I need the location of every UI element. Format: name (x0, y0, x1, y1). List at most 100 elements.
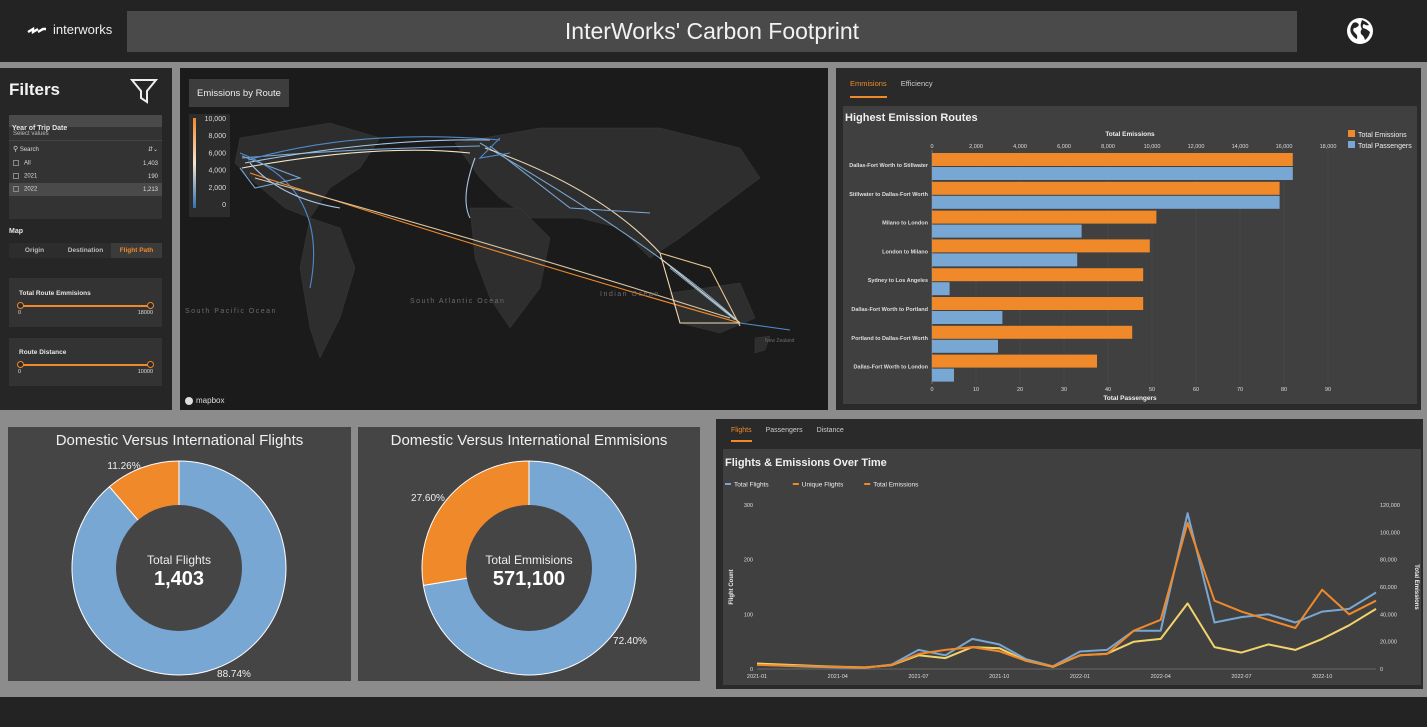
category-label: Sydney to Los Angeles (868, 278, 928, 284)
tab-emissions[interactable]: Emmisions (850, 79, 887, 98)
legend-label: Total Flights (734, 482, 769, 489)
line-chart[interactable]: Flights & Emissions Over Time Total Fligh… (723, 449, 1421, 685)
tab-distance[interactable]: Distance (816, 427, 844, 434)
globe-icon[interactable] (1345, 16, 1375, 46)
year-filter: Year of Trip Date Select values ⚲ Search… (9, 115, 162, 219)
x-axis-tick: 2021-07 (908, 674, 928, 680)
page-title-bar: InterWorks' Carbon Footprint (127, 11, 1297, 52)
bar-tabs: Emmisions Efficiency (850, 79, 933, 98)
top-axis-tick: 18,000 (1320, 144, 1337, 150)
slider-max-value: 18000 (137, 310, 153, 316)
bottom-axis-tick: 40 (1105, 387, 1111, 393)
mapbox-icon (185, 396, 193, 405)
slice-label: 72.40% (613, 636, 647, 647)
year-option-2021[interactable]: 2021 190 (9, 170, 162, 183)
slider-handle-min[interactable] (17, 302, 24, 309)
bar-total-passengers (932, 195, 1280, 209)
map-title: Emissions by Route (189, 79, 289, 107)
year-option-2022[interactable]: 2022 1,213 (9, 183, 162, 196)
year-filter-label: Year of Trip Date (12, 125, 68, 132)
tab-passengers[interactable]: Passengers (765, 427, 803, 434)
donut-hole (466, 505, 592, 631)
map-label: South Pacific Ocean (185, 308, 277, 315)
sort-icon[interactable]: ⇵⌄ (147, 146, 158, 153)
logo-text: interworks (53, 22, 113, 37)
logo[interactable]: interworks (27, 22, 112, 37)
top-axis-tick: 6,000 (1057, 144, 1071, 150)
route-map[interactable]: South Pacific Ocean South Atlantic Ocean… (180, 68, 828, 410)
legend-tick-label: 10,000 (205, 116, 227, 123)
bottom-axis-tick: 50 (1149, 387, 1155, 393)
bottom-axis-tick: 70 (1237, 387, 1243, 393)
slider-handle-max[interactable] (147, 361, 154, 368)
y-right-tick: 100,000 (1380, 530, 1400, 536)
mapbox-attribution[interactable]: mapbox (185, 396, 224, 405)
route-emissions-label: Total Route Emmisions (19, 290, 91, 297)
map-mode-origin[interactable]: Origin (9, 243, 60, 258)
y-right-tick: 120,000 (1380, 503, 1400, 509)
legend-tick-label: 6,000 (208, 150, 226, 157)
donut-center-label: Total Flights (147, 553, 211, 567)
top-axis-tick: 10,000 (1144, 144, 1161, 150)
top-axis-tick: 16,000 (1276, 144, 1293, 150)
y-right-tick: 60,000 (1380, 585, 1397, 591)
chart-title: Highest Emission Routes (845, 112, 978, 124)
checkbox[interactable] (13, 173, 19, 180)
checkbox[interactable] (13, 186, 19, 193)
tab-flights[interactable]: Flights (731, 427, 752, 442)
legend-label: Unique Flights (802, 482, 844, 489)
x-axis-tick: 2022-10 (1312, 674, 1332, 680)
slice-label: 88.74% (217, 669, 251, 680)
year-search-input[interactable]: ⚲ Search ⇵⌄ (13, 146, 158, 153)
category-label: Stillwater to Dallas-Fort Worth (849, 192, 928, 198)
filters-panel: Filters Year of Trip Date Select values … (0, 68, 172, 410)
bottom-axis-tick: 20 (1017, 387, 1023, 393)
slider-handle-min[interactable] (17, 361, 24, 368)
emission-routes-panel: Emmisions Efficiency Highest Emission Ro… (836, 68, 1421, 410)
route-emissions-slider[interactable] (17, 302, 154, 309)
bar-chart-area: Highest Emission Routes Total Emissions To… (843, 106, 1417, 404)
tab-efficiency[interactable]: Efficiency (900, 79, 933, 88)
bar-total-emissions (932, 210, 1157, 224)
bar-total-emissions (932, 354, 1097, 368)
series-line (756, 521, 1377, 669)
year-option-all[interactable]: All 1,403 (9, 157, 162, 170)
page-title: InterWorks' Carbon Footprint (564, 18, 860, 44)
bar-chart[interactable]: Highest Emission Routes Total Emissions To… (843, 106, 1417, 404)
donut-title: Domestic Versus International Flights (55, 432, 304, 449)
x-axis-tick: 2022-04 (1151, 674, 1171, 680)
route-distance-slider[interactable] (17, 361, 154, 368)
year-select-input[interactable]: Select values (9, 127, 162, 141)
map-mode-destination[interactable]: Destination (60, 243, 111, 258)
legend-label: Total Emissions (1358, 132, 1407, 139)
bar-total-emissions (932, 181, 1280, 195)
legend-tick-label: 8,000 (208, 133, 226, 140)
checkbox[interactable] (13, 160, 19, 167)
y-right-tick: 40,000 (1380, 612, 1397, 618)
year-filter-header: Year of Trip Date (9, 115, 162, 132)
legend-swatch (1348, 130, 1355, 137)
line-tabs: Flights Passengers Distance (731, 427, 844, 442)
bar-total-emissions (932, 297, 1144, 310)
x-axis-tick: 2021-01 (747, 674, 767, 680)
slider-handle-max[interactable] (147, 302, 154, 309)
top-axis-title: Total Emissions (1105, 131, 1155, 138)
bottom-axis-tick: 90 (1325, 387, 1331, 393)
legend-swatch (1348, 141, 1355, 148)
bar-total-passengers (932, 339, 998, 353)
map-mode-flight-path[interactable]: Flight Path (111, 243, 162, 258)
emissions-donut-panel: Domestic Versus International Emmisions … (358, 427, 700, 681)
map-mode-toggle: Origin Destination Flight Path (9, 243, 162, 258)
slider-min-value: 0 (18, 369, 22, 375)
bar-total-passengers (932, 311, 1003, 324)
header: interworks InterWorks' Carbon Footprint (0, 0, 1427, 62)
bar-total-emissions (932, 325, 1133, 339)
world-map[interactable]: South Pacific Ocean South Atlantic Ocean… (180, 68, 828, 410)
category-label: Portland to Dallas-Fort Worth (851, 336, 928, 342)
bar-total-passengers (932, 253, 1078, 267)
top-axis-tick: 0 (930, 144, 933, 150)
category-label: Dallas-Fort Worth to Stillwater (849, 163, 929, 169)
donut-title: Domestic Versus International Emmisions (390, 432, 668, 449)
